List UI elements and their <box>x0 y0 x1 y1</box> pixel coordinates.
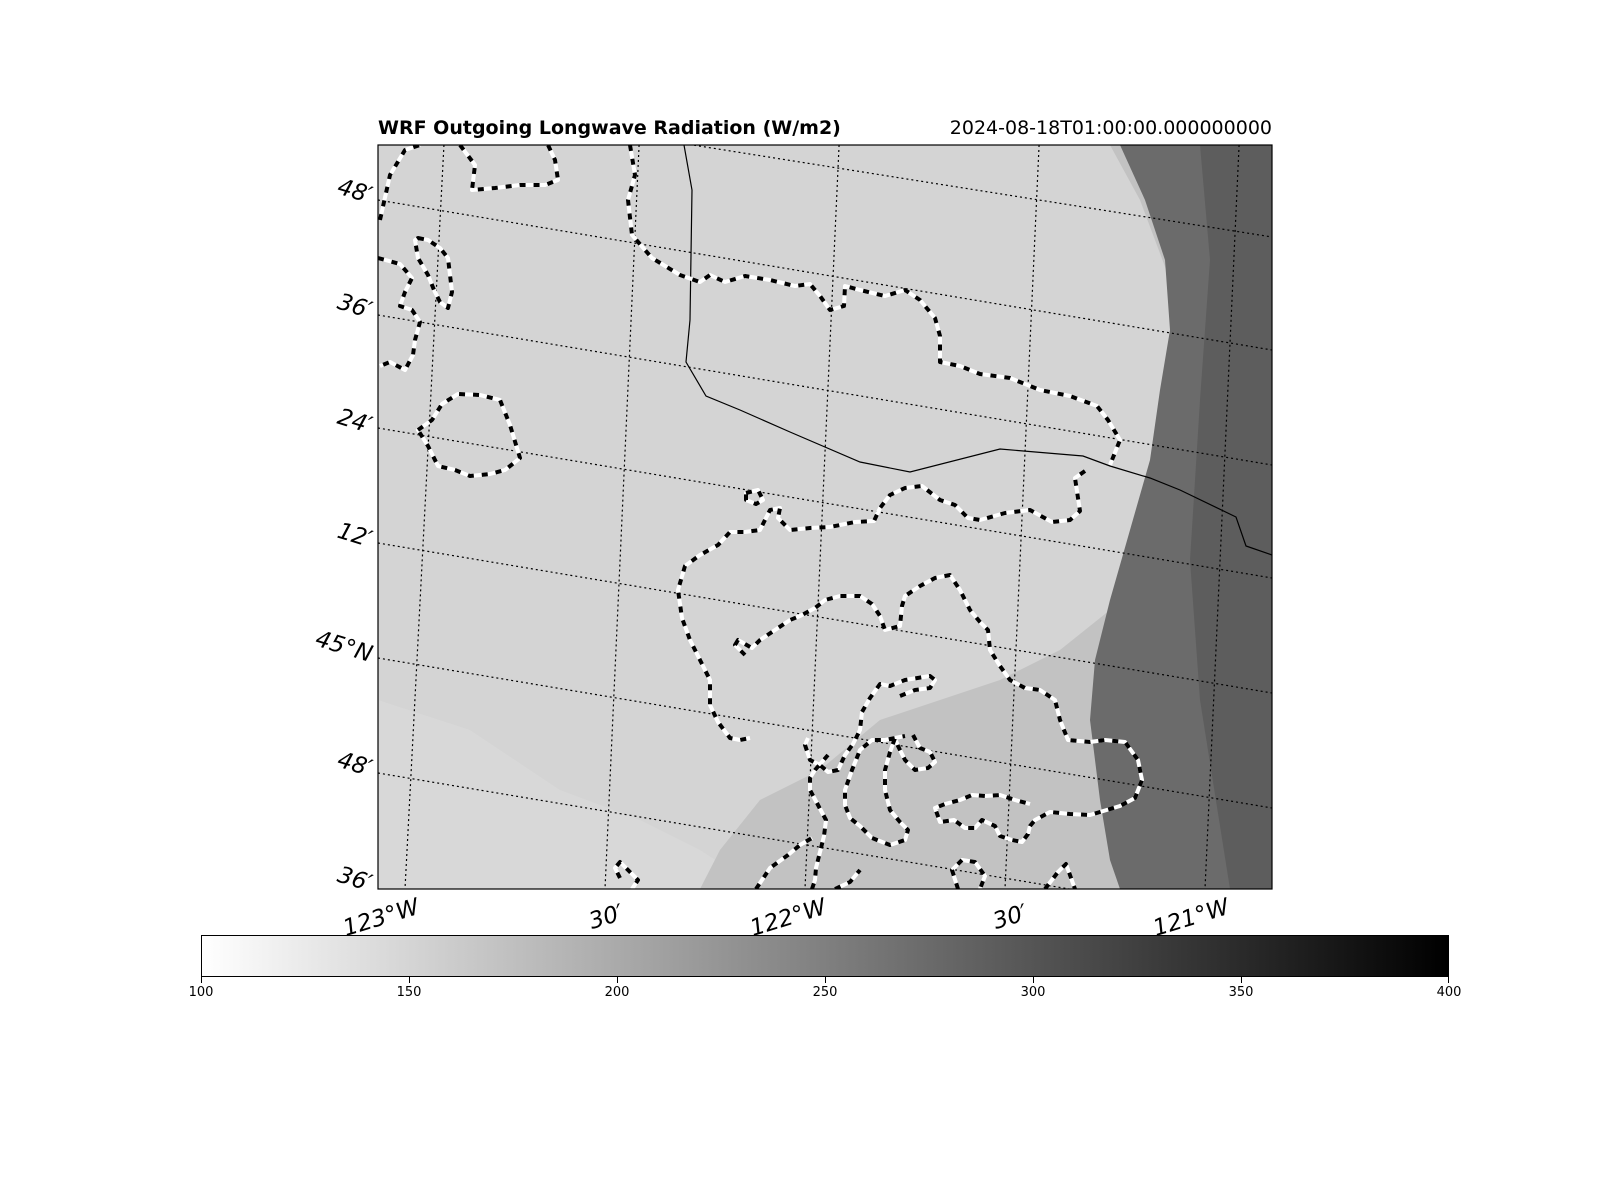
colorbar-tick-label: 350 <box>1228 985 1254 1000</box>
map-frame <box>377 144 1273 890</box>
colorbar-tick <box>825 977 826 983</box>
olr-highest-core <box>1190 145 1272 889</box>
olr-contours <box>378 145 1144 889</box>
map-timestamp: 2024-08-18T01:00:00.000000000 <box>949 117 1272 139</box>
colorbar-tick <box>1033 977 1034 983</box>
colorbar-tick-label: 400 <box>1436 985 1462 1000</box>
colorbar <box>201 935 1449 977</box>
colorbar-tick-label: 250 <box>812 985 838 1000</box>
colorbar-tick <box>409 977 410 983</box>
olr-lighter-region <box>378 700 760 889</box>
colorbar-tick <box>1241 977 1242 983</box>
colorbar-tick-label: 100 <box>188 985 214 1000</box>
map-title: WRF Outgoing Longwave Radiation (W/m2) <box>378 117 841 139</box>
colorbar-tick-label: 200 <box>604 985 630 1000</box>
colorbar-tick-label: 150 <box>396 985 422 1000</box>
colorbar-tick <box>617 977 618 983</box>
state-border-line <box>683 145 1272 556</box>
colorbar-tick <box>1448 977 1449 983</box>
colorbar-tick-label: 300 <box>1020 985 1046 1000</box>
graticule-lat <box>378 145 1272 889</box>
colorbar-tick <box>201 977 202 983</box>
